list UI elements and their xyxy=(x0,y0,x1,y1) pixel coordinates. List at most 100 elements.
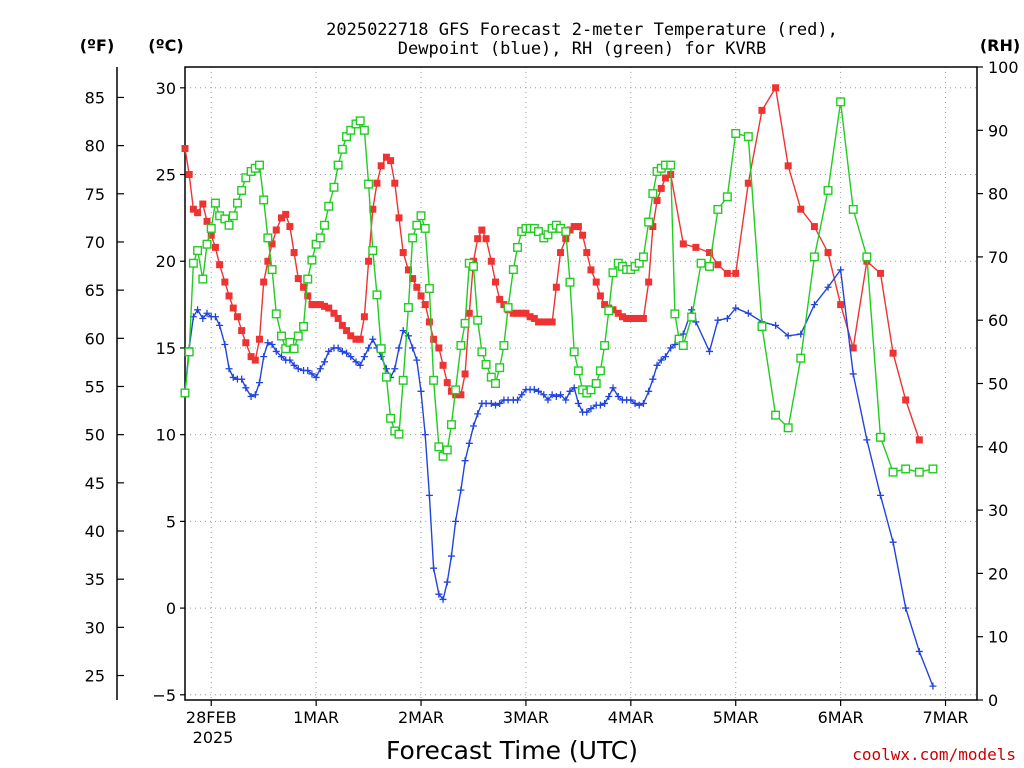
rh-point xyxy=(198,274,208,284)
dewpoint-point xyxy=(714,316,722,324)
dewpoint-point xyxy=(356,361,364,369)
dewpoint-point xyxy=(391,365,399,373)
temperature-point xyxy=(487,257,495,265)
temperature-point xyxy=(207,231,215,239)
dewpoint-point xyxy=(570,384,578,392)
rh-point xyxy=(259,195,269,205)
temperature-point xyxy=(631,314,639,322)
rh-point xyxy=(320,220,330,230)
celsius-tick-label: 0 xyxy=(166,599,176,618)
dewpoint-point xyxy=(544,396,552,404)
rh-tick-label: 30 xyxy=(988,501,1008,520)
rh-point xyxy=(573,366,583,376)
x-tick-label: 3MAR xyxy=(503,708,549,727)
rh-point xyxy=(228,211,238,221)
celsius-tick-label: 25 xyxy=(156,166,176,185)
temperature-point xyxy=(535,318,543,326)
rh-point xyxy=(757,322,767,332)
rh-point xyxy=(412,220,422,230)
dewpoint-point xyxy=(251,391,259,399)
dewpoint-point xyxy=(627,396,635,404)
fahrenheit-tick-label: 55 xyxy=(85,377,105,396)
temperature-point xyxy=(330,309,338,317)
dewpoint-point xyxy=(360,353,368,361)
chart-title-line1: 2025022718 GFS Forecast 2-meter Temperat… xyxy=(326,20,838,40)
temperature-point xyxy=(645,278,653,286)
dewpoint-point xyxy=(443,578,451,586)
rh-point xyxy=(232,198,242,208)
dewpoint-point xyxy=(540,391,548,399)
rh-point xyxy=(224,220,234,230)
dewpoint-point xyxy=(614,393,622,401)
dewpoint-point xyxy=(369,335,377,343)
dewpoint-point xyxy=(609,384,617,392)
dewpoint-point xyxy=(639,399,647,407)
temperature-point xyxy=(496,295,504,303)
dewpoint-point xyxy=(255,379,263,387)
temperature-point xyxy=(290,249,298,257)
temperature-point xyxy=(347,332,355,340)
rh-point xyxy=(210,198,220,208)
temperature-point xyxy=(639,314,647,322)
dewpoint-point xyxy=(316,365,324,373)
rh-point xyxy=(771,410,781,420)
temperature-point xyxy=(482,235,490,243)
rh-point xyxy=(267,265,277,275)
temperature-point xyxy=(552,283,560,291)
dewpoint-point xyxy=(631,399,639,407)
rh-point xyxy=(678,341,688,351)
rh-point xyxy=(648,189,658,199)
temperature-point xyxy=(526,313,534,321)
temperature-point xyxy=(255,335,263,343)
temperature-point xyxy=(540,318,548,326)
rh-point xyxy=(796,353,806,363)
dewpoint-point xyxy=(264,339,272,347)
temperature-point xyxy=(574,223,582,231)
x-tick-label: 6MAR xyxy=(818,708,864,727)
rh-point xyxy=(386,413,396,423)
temperature-point xyxy=(744,179,752,187)
celsius-tick-label: 5 xyxy=(166,512,176,531)
rh-point xyxy=(299,322,309,332)
temperature-point xyxy=(387,157,395,165)
temperature-point xyxy=(373,179,381,187)
dewpoint-point xyxy=(465,439,473,447)
x-axis-label: Forecast Time (UTC) xyxy=(386,736,638,765)
temperature-line xyxy=(184,85,920,441)
dewpoint-point xyxy=(915,647,923,655)
temperature-point xyxy=(377,162,385,170)
rh-tick-label: 100 xyxy=(988,58,1019,77)
temperature-point xyxy=(334,314,342,322)
rh-point xyxy=(372,290,382,300)
rh-point xyxy=(687,312,697,322)
rh-point xyxy=(381,372,391,382)
fahrenheit-tick-label: 25 xyxy=(85,667,105,686)
dewpoint-series xyxy=(181,266,937,690)
rh-point xyxy=(901,464,911,474)
dewpoint-point xyxy=(496,399,504,407)
rh-point xyxy=(705,261,715,271)
dewpoint-point xyxy=(518,391,526,399)
chart-title-line2: Dewpoint (blue), RH (green) for KVRB xyxy=(398,39,766,59)
rh-point xyxy=(263,233,273,243)
dewpoint-point xyxy=(377,353,385,361)
rh-point xyxy=(534,227,544,237)
rh-point xyxy=(451,385,461,395)
rh-point xyxy=(442,445,452,455)
rh-point xyxy=(513,242,523,252)
temperature-point xyxy=(282,210,290,218)
rh-point xyxy=(477,347,487,357)
dewpoint-point xyxy=(583,408,591,416)
dewpoint-point xyxy=(562,396,570,404)
rh-point xyxy=(324,201,334,211)
x-tick-label: 4MAR xyxy=(608,708,654,727)
rh-point xyxy=(315,233,325,243)
temperature-point xyxy=(413,283,421,291)
dewpoint-point xyxy=(382,365,390,373)
rh-point xyxy=(491,379,501,389)
dewpoint-point xyxy=(260,353,268,361)
dewpoint-point xyxy=(784,332,792,340)
temperature-point xyxy=(614,309,622,317)
dewpoint-point xyxy=(837,266,845,274)
dewpoint-point xyxy=(452,517,460,525)
